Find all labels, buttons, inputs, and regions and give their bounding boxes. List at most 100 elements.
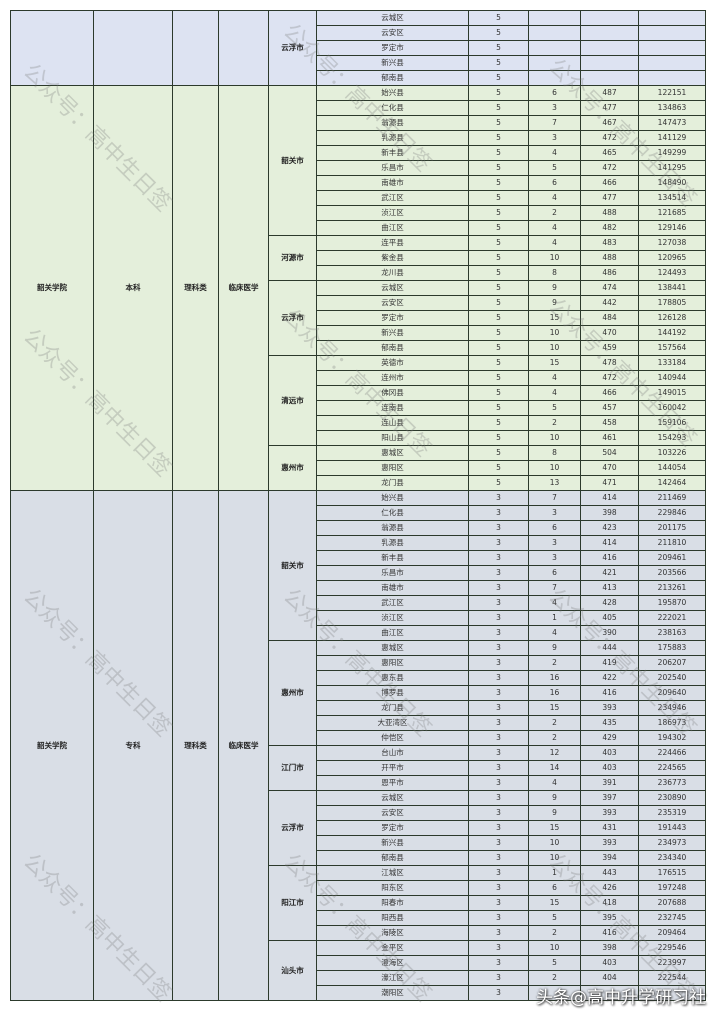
school-cell: 韶关学院 (10, 85, 94, 491)
district-cell: 惠城区 (316, 445, 469, 461)
plan-cell (528, 70, 581, 86)
district-cell: 浈江区 (316, 610, 469, 626)
city-cell: 韶关市 (268, 85, 317, 236)
district-cell: 阳东区 (316, 880, 469, 896)
district-cell: 云安区 (316, 295, 469, 311)
quota-cell: 3 (468, 685, 529, 701)
plan-cell: 15 (528, 820, 581, 836)
quota-cell: 3 (468, 985, 529, 1001)
table-row: 阳西县 3 5 395 232745 (11, 910, 706, 926)
plan-cell: 4 (528, 235, 581, 251)
plan-cell: 4 (528, 775, 581, 791)
quota-cell: 5 (468, 385, 529, 401)
rank-cell (638, 40, 706, 56)
score-cell: 486 (580, 265, 639, 281)
score-cell: 390 (580, 625, 639, 641)
score-cell: 504 (580, 445, 639, 461)
rank-cell: 209640 (638, 685, 706, 701)
table-row: 罗定市 5 15 484 126128 (11, 310, 706, 326)
table-row: 云浮市 云城区 5 (10, 10, 706, 86)
table-row: 新兴县 5 10 470 144192 (11, 325, 706, 341)
score-cell: 461 (580, 430, 639, 446)
quota-cell: 3 (468, 730, 529, 746)
score-cell: 431 (580, 820, 639, 836)
rank-cell: 206207 (638, 655, 706, 671)
quota-cell: 5 (468, 70, 529, 86)
district-cell: 英德市 (316, 355, 469, 371)
quota-cell: 3 (468, 595, 529, 611)
district-cell: 濠江区 (316, 970, 469, 986)
school-cell: 韶关学院 (10, 490, 94, 1001)
rank-cell: 191443 (638, 820, 706, 836)
district-cell: 惠阳区 (316, 460, 469, 476)
quota-cell: 3 (468, 655, 529, 671)
score-cell: 414 (580, 535, 639, 551)
rank-cell: 126128 (638, 310, 706, 326)
district-cell: 翁源县 (316, 115, 469, 131)
quota-cell: 3 (468, 910, 529, 926)
plan-cell: 6 (528, 520, 581, 536)
table-row: 恩平市 3 4 391 236773 (11, 775, 706, 791)
table-row: 阳江市 江城区 3 1 443 176515 (11, 865, 706, 941)
rank-cell: 133184 (638, 355, 706, 371)
district-cell: 连山县 (316, 415, 469, 431)
rank-cell: 222021 (638, 610, 706, 626)
table-row: 浈江区 3 1 405 222021 (11, 610, 706, 626)
quota-cell: 5 (468, 370, 529, 386)
major-cell (218, 10, 269, 86)
score-cell: 444 (580, 640, 639, 656)
score-cell (580, 70, 639, 86)
quota-cell: 5 (468, 430, 529, 446)
district-cell: 浈江区 (316, 205, 469, 221)
plan-cell: 4 (528, 370, 581, 386)
rank-cell: 127038 (638, 235, 706, 251)
credit-watermark: 头条@高中升学研习社 (536, 988, 706, 1008)
table-row: 翁源县 3 6 423 201175 (11, 520, 706, 536)
district-cell: 阳西县 (316, 910, 469, 926)
district-cell: 龙川县 (316, 265, 469, 281)
table-row: 郁南县 5 10 459 157564 (11, 340, 706, 356)
score-cell: 423 (580, 520, 639, 536)
table-row: 龙门县 3 15 393 234946 (11, 700, 706, 716)
score-cell: 466 (580, 385, 639, 401)
rank-cell: 154293 (638, 430, 706, 446)
quota-cell: 3 (468, 820, 529, 836)
level-cell: 本科 (93, 85, 173, 491)
plan-cell: 15 (528, 700, 581, 716)
district-cell: 龙门县 (316, 700, 469, 716)
rank-cell: 175883 (638, 640, 706, 656)
rank-cell (638, 10, 706, 26)
rank-cell: 159106 (638, 415, 706, 431)
plan-cell: 10 (528, 340, 581, 356)
district-cell: 仁化县 (316, 505, 469, 521)
table-row: 河源市 连平县 5 4 483 127038 (11, 235, 706, 281)
quota-cell: 3 (468, 790, 529, 806)
district-cell: 武江区 (316, 595, 469, 611)
major-cell: 临床医学 (218, 85, 269, 491)
table-row: 汕头市 金平区 3 10 398 229546 (11, 940, 706, 1001)
district-cell: 云城区 (316, 280, 469, 296)
plan-cell: 12 (528, 745, 581, 761)
rank-cell: 144192 (638, 325, 706, 341)
district-cell: 佛冈县 (316, 385, 469, 401)
district-cell: 始兴县 (316, 490, 469, 506)
district-cell: 恩平市 (316, 775, 469, 791)
district-cell: 曲江区 (316, 625, 469, 641)
rank-cell: 176515 (638, 865, 706, 881)
district-cell: 金平区 (316, 940, 469, 956)
score-cell: 419 (580, 655, 639, 671)
table-row: 云浮市 云城区 3 9 397 230890 (11, 790, 706, 866)
district-cell: 惠阳区 (316, 655, 469, 671)
quota-cell: 3 (468, 520, 529, 536)
table-row: 云安区 5 9 442 178805 (11, 295, 706, 311)
district-cell: 博罗县 (316, 685, 469, 701)
score-cell: 470 (580, 325, 639, 341)
score-cell: 414 (580, 490, 639, 506)
score-cell: 472 (580, 130, 639, 146)
table-row: 清远市 英德市 5 15 478 133184 (11, 355, 706, 446)
plan-cell: 10 (528, 430, 581, 446)
rank-cell (638, 70, 706, 86)
rank-cell: 234946 (638, 700, 706, 716)
rank-cell: 209464 (638, 925, 706, 941)
plan-cell (528, 40, 581, 56)
